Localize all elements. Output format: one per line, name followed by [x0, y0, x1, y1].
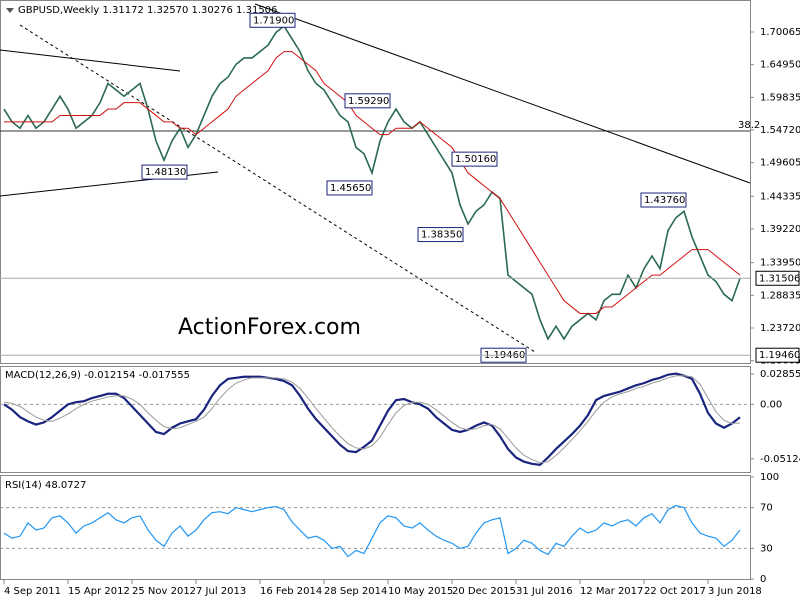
annotation-label: 1.59290: [348, 96, 389, 107]
annotation-box: [451, 151, 498, 167]
y-tick-label: 1.39220: [760, 224, 800, 235]
series-line: [4, 51, 741, 314]
y-tick-label: 0: [760, 574, 766, 585]
macd-panel: [0, 366, 751, 473]
annotation-box: [344, 93, 391, 109]
price-marker-label: 1.19460: [759, 350, 800, 361]
y-tick-label: 1.28835: [760, 290, 800, 301]
y-tick-label: 1.49605: [760, 158, 800, 169]
y-tick-label: 1.70065: [760, 27, 800, 38]
annotation-label: 1.50160: [455, 154, 496, 165]
y-tick-label: 100: [760, 472, 779, 483]
y-tick-label: 1.23720: [760, 323, 800, 334]
y-tick-label: 70: [760, 503, 773, 514]
annotation-label: 1.43760: [644, 195, 685, 206]
x-tick-label: 22 Oct 2017: [644, 586, 706, 597]
y-tick-label: -0.05124: [760, 454, 800, 465]
y-tick-label: 1.33950: [760, 258, 800, 269]
rsi-title: RSI(14) 48.0727: [5, 480, 86, 491]
annotation-box: [141, 164, 188, 180]
trend-line: [254, 3, 751, 184]
price-panel: [0, 0, 751, 364]
price-marker: [755, 347, 800, 363]
x-tick-label: 12 Mar 2017: [580, 586, 643, 597]
fib-label: 38.2: [738, 120, 760, 131]
x-tick-label: 15 Apr 2012: [68, 586, 130, 597]
y-tick-label: 0.02855: [760, 369, 800, 380]
x-tick-label: 25 Nov 2012: [132, 586, 196, 597]
y-tick-label: 0.00: [760, 399, 782, 410]
rsi-panel: [0, 475, 751, 580]
x-tick-label: 7 Jul 2013: [196, 586, 246, 597]
x-tick-label: 31 Jul 2016: [516, 586, 573, 597]
x-tick-label: 28 Sep 2014: [324, 586, 387, 597]
trend-line: [0, 49, 181, 72]
price-marker-label: 1.31506: [759, 273, 800, 284]
y-tick-label: 1.64950: [760, 60, 800, 71]
series-line: [3, 504, 741, 558]
y-tick-label: 1.54720: [760, 125, 800, 136]
chart-title: GBPUSD,Weekly 1.31172 1.32570 1.30276 1.…: [18, 5, 277, 16]
x-tick-label: 16 Feb 2014: [260, 586, 322, 597]
annotation-box: [417, 227, 464, 243]
annotation-box: [640, 192, 687, 208]
watermark: ActionForex.com: [178, 315, 361, 340]
price-marker: [755, 270, 800, 286]
y-tick-label: 1.44335: [760, 191, 800, 202]
x-tick-label: 20 Dec 2015: [452, 586, 516, 597]
x-tick-label: 10 May 2015: [388, 586, 453, 597]
annotation-label: 1.38350: [421, 230, 462, 241]
series-line: [3, 24, 741, 341]
y-tick-label: 1.59835: [760, 92, 800, 103]
annotation-box: [326, 180, 373, 196]
annotation-label: 1.71900: [253, 15, 294, 26]
menu-icon[interactable]: [6, 8, 14, 13]
annotation-box: [249, 12, 296, 28]
macd-title: MACD(12,26,9) -0.012154 -0.017555: [5, 370, 190, 381]
x-tick-label: 3 Jun 2018: [708, 586, 762, 597]
series-line: [3, 375, 741, 464]
x-tick-label: 4 Sep 2011: [4, 586, 61, 597]
y-tick-label: 30: [760, 543, 773, 554]
annotation-label: 1.45650: [330, 183, 371, 194]
annotation-label: 1.48130: [145, 167, 186, 178]
series-line: [3, 372, 741, 467]
